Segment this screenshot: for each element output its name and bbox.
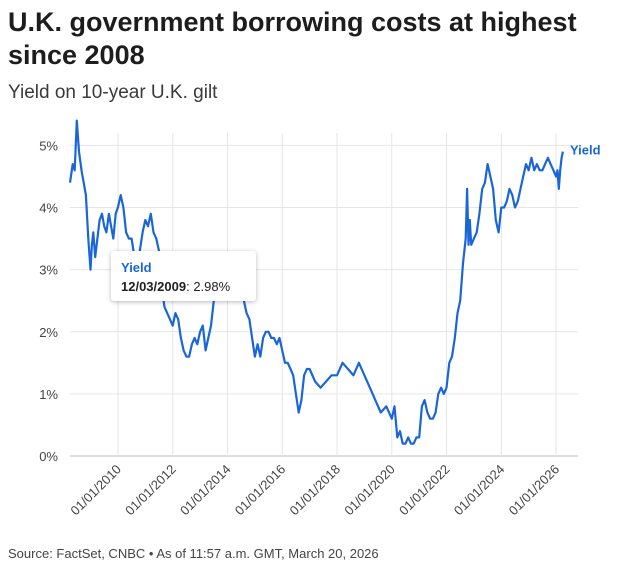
- hover-tooltip: Yield 12/03/2009: 2.98%: [111, 251, 256, 301]
- tooltip-date: 12/03/2009: [121, 279, 187, 294]
- y-tick-label: 0%: [39, 449, 58, 464]
- x-tick-label: 01/01/2012: [122, 462, 179, 519]
- chart-subtitle: Yield on 10-year U.K. gilt: [8, 82, 218, 103]
- x-tick-label: 01/01/2010: [67, 462, 124, 519]
- source-note: Source: FactSet, CNBC • As of 11:57 a.m.…: [8, 546, 379, 561]
- y-tick-label: 4%: [39, 201, 58, 216]
- y-tick-label: 5%: [39, 138, 58, 153]
- x-tick-label: 01/01/2016: [232, 462, 289, 519]
- tooltip-series-label: Yield: [121, 260, 152, 275]
- y-tick-label: 2%: [39, 325, 58, 340]
- x-tick-label: 01/01/2022: [396, 462, 453, 519]
- y-tick-label: 1%: [39, 387, 58, 402]
- chart-title: U.K. government borrowing costs at highe…: [8, 7, 577, 70]
- x-tick-label: 01/01/2026: [506, 462, 563, 519]
- tooltip-separator: :: [186, 279, 194, 294]
- x-tick-label: 01/01/2014: [177, 462, 234, 519]
- x-tick-label: 01/01/2018: [287, 462, 344, 519]
- tooltip-value: 2.98%: [193, 279, 231, 294]
- y-tick-label: 3%: [39, 263, 58, 278]
- x-tick-label: 01/01/2020: [341, 462, 398, 519]
- x-tick-label: 01/01/2024: [451, 462, 508, 519]
- series-end-label: Yield: [570, 143, 601, 158]
- tooltip-value-row: 12/03/2009: 2.98%: [121, 279, 230, 294]
